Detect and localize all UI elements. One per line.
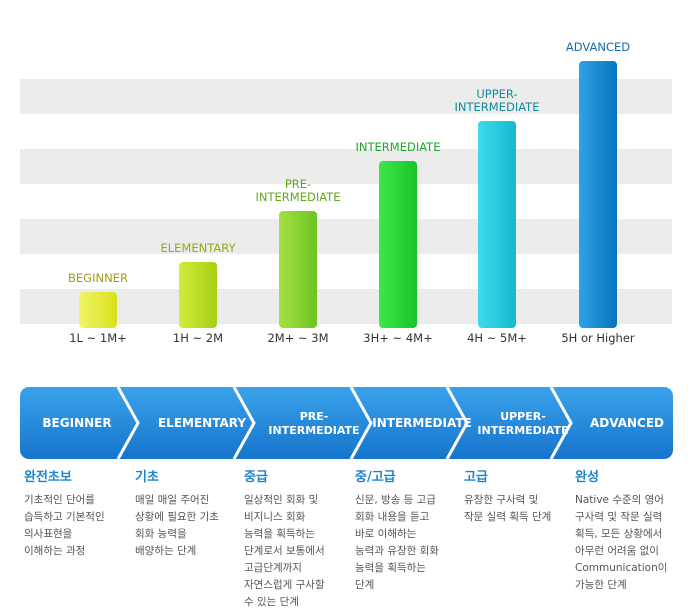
level-bar <box>579 61 617 328</box>
level-description-beginner: 완전초보 기초적인 단어를 습득하고 기본적인 의사표현을 이해하는 과정 <box>24 470 132 560</box>
process-step-label: ELEMENTARY <box>158 416 246 430</box>
process-step-label: BEGINNER <box>42 416 111 430</box>
level-description-text: 신문, 방송 등 고급 회화 내용을 듣고 바로 이해하는 능력과 유창한 회화… <box>355 494 439 591</box>
level-tick-label: 3H+ ~ 4M+ <box>363 331 432 345</box>
level-bar <box>379 161 417 328</box>
level-description-text: 유창한 구사력 및 작문 실력 획득 단계 <box>464 494 552 523</box>
level-tick-label: 1L ~ 1M+ <box>69 331 127 345</box>
process-step-label: ADVANCED <box>590 416 664 430</box>
level-description-title: 중/고급 <box>355 470 396 485</box>
level-description-text: 기초적인 단어를 습득하고 기본적인 의사표현을 이해하는 과정 <box>24 494 105 557</box>
level-description-title: 기초 <box>135 470 159 485</box>
level-data-label: BEGINNER <box>68 271 128 285</box>
level-data-label: INTERMEDIATE <box>356 140 441 154</box>
process-step-label: INTERMEDIATE <box>372 416 471 430</box>
level-description-text: 일상적인 회화 및 비지니스 회화 능력을 획득하는 단계로서 보통에서 고급단… <box>244 494 325 608</box>
level-description-title: 고급 <box>464 470 488 485</box>
level-tick-label: 4H ~ 5M+ <box>467 331 527 345</box>
level-bar-chart: BEGINNER 1L ~ 1M+ ELEMENTARY 1H ~ 2M PRE-INT… <box>20 40 672 345</box>
grid-band <box>20 79 672 114</box>
level-data-label: PRE-INTERMEDIATE <box>256 177 341 204</box>
level-description-text: Native 수준의 영어 구사력 및 작문 실력 획득, 모든 상황에서 아무… <box>575 494 668 591</box>
level-description-title: 완성 <box>575 470 599 485</box>
chevron-separator <box>349 387 373 459</box>
level-tick-label: 2M+ ~ 3M <box>267 331 328 345</box>
level-bar <box>179 262 217 328</box>
level-description-elementary: 기초 매일 매일 주어진 상황에 필요한 기초 회화 능력을 배양하는 단계 <box>135 470 243 560</box>
grid-band <box>20 149 672 184</box>
process-step-label: UPPER-INTERMEDIATE <box>477 410 568 437</box>
level-bar <box>79 292 117 328</box>
level-description-title: 중급 <box>244 470 268 485</box>
level-description-intermediate: 중/고급 신문, 방송 등 고급 회화 내용을 듣고 바로 이해하는 능력과 유… <box>355 470 463 594</box>
level-tick-label: 1H ~ 2M <box>173 331 223 345</box>
chevron-separator <box>445 387 469 459</box>
level-data-label: UPPER-INTERMEDIATE <box>455 87 540 114</box>
level-tick-label: 5H or Higher <box>561 331 635 345</box>
level-process-bar: BEGINNER ELEMENTARY PRE-INTERMEDIATE INTERM… <box>20 387 673 459</box>
level-description-title: 완전초보 <box>24 470 72 485</box>
grid-band <box>20 219 672 254</box>
level-description-pre-intermediate: 중급 일상적인 회화 및 비지니스 회화 능력을 획득하는 단계로서 보통에서 … <box>244 470 352 611</box>
level-bar <box>478 121 516 328</box>
level-description-upper-intermediate: 고급 유창한 구사력 및 작문 실력 획득 단계 <box>464 470 572 526</box>
level-description-text: 매일 매일 주어진 상황에 필요한 기초 회화 능력을 배양하는 단계 <box>135 494 219 557</box>
process-bar-background <box>20 387 673 459</box>
process-step-label: PRE-INTERMEDIATE <box>268 410 359 437</box>
level-bar <box>279 211 317 328</box>
chevron-separator <box>232 387 256 459</box>
level-data-label: ELEMENTARY <box>160 241 236 255</box>
level-data-label: ADVANCED <box>566 40 630 54</box>
chevron-separator <box>549 387 573 459</box>
level-description-advanced: 완성 Native 수준의 영어 구사력 및 작문 실력 획득, 모든 상황에서… <box>575 470 683 594</box>
grid-band <box>20 289 672 324</box>
chevron-separator <box>116 387 140 459</box>
